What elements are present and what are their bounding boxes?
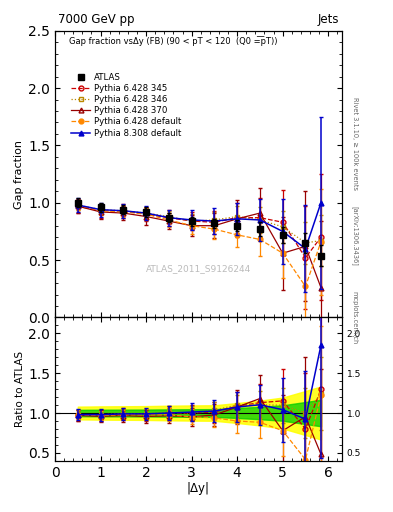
Text: Jets: Jets [318,13,339,27]
Text: Gap fraction vsΔy (FB) (90 < pT < 120  (Q0 =͞pT)): Gap fraction vsΔy (FB) (90 < pT < 120 (Q… [70,36,278,46]
Y-axis label: Gap fraction: Gap fraction [14,140,24,208]
Text: 7000 GeV pp: 7000 GeV pp [58,13,134,27]
Y-axis label: Ratio to ATLAS: Ratio to ATLAS [15,351,26,427]
Text: mcplots.cern.ch: mcplots.cern.ch [352,291,358,344]
X-axis label: |Δy|: |Δy| [187,482,210,496]
Text: Rivet 3.1.10, ≥ 100k events: Rivet 3.1.10, ≥ 100k events [352,97,358,190]
Legend: ATLAS, Pythia 6.428 345, Pythia 6.428 346, Pythia 6.428 370, Pythia 6.428 defaul: ATLAS, Pythia 6.428 345, Pythia 6.428 34… [68,70,185,141]
Text: ATLAS_2011_S9126244: ATLAS_2011_S9126244 [146,264,251,273]
Text: [arXiv:1306.3436]: [arXiv:1306.3436] [352,206,358,265]
